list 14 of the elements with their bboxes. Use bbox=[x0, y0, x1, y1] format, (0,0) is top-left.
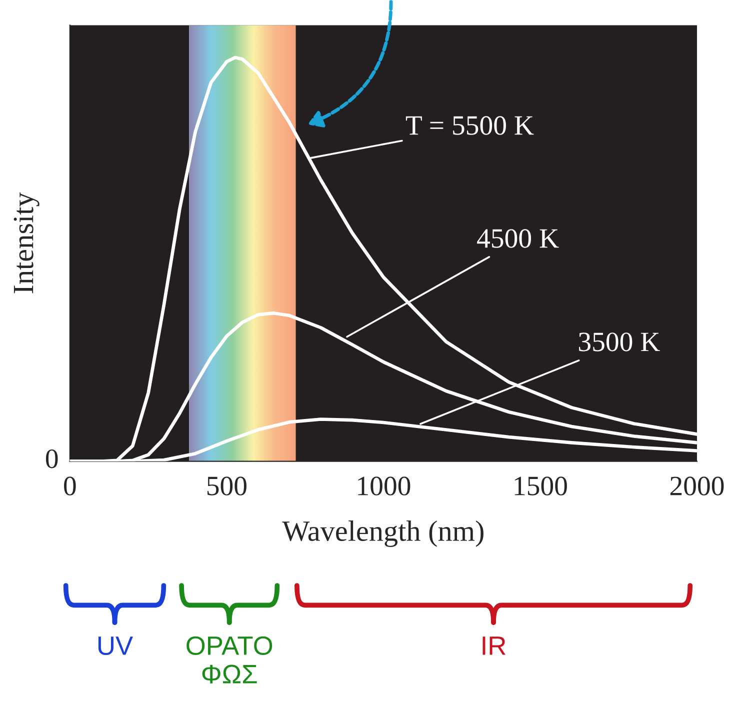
text: IR bbox=[482, 636, 506, 655]
annotation: T = 5500 K bbox=[406, 116, 534, 135]
x-tick-label: 1500 bbox=[514, 476, 567, 496]
annotation: 4500 K bbox=[477, 229, 559, 248]
annotation: 3500 K bbox=[578, 332, 660, 352]
x-tick-label: 1000 bbox=[358, 476, 410, 496]
text: ΟΡΑΤΟ ΦΩΣ bbox=[186, 636, 272, 684]
x-tick-label: 500 bbox=[207, 476, 246, 496]
x-axis-title: Wavelength (nm) bbox=[282, 520, 484, 548]
x-tick-label: 0 bbox=[64, 476, 76, 496]
y-axis-title: Intensity bbox=[14, 192, 40, 294]
x-tick-label: 2000 bbox=[670, 476, 724, 496]
annotation: 0 bbox=[46, 449, 58, 468]
text: UV bbox=[98, 636, 133, 656]
